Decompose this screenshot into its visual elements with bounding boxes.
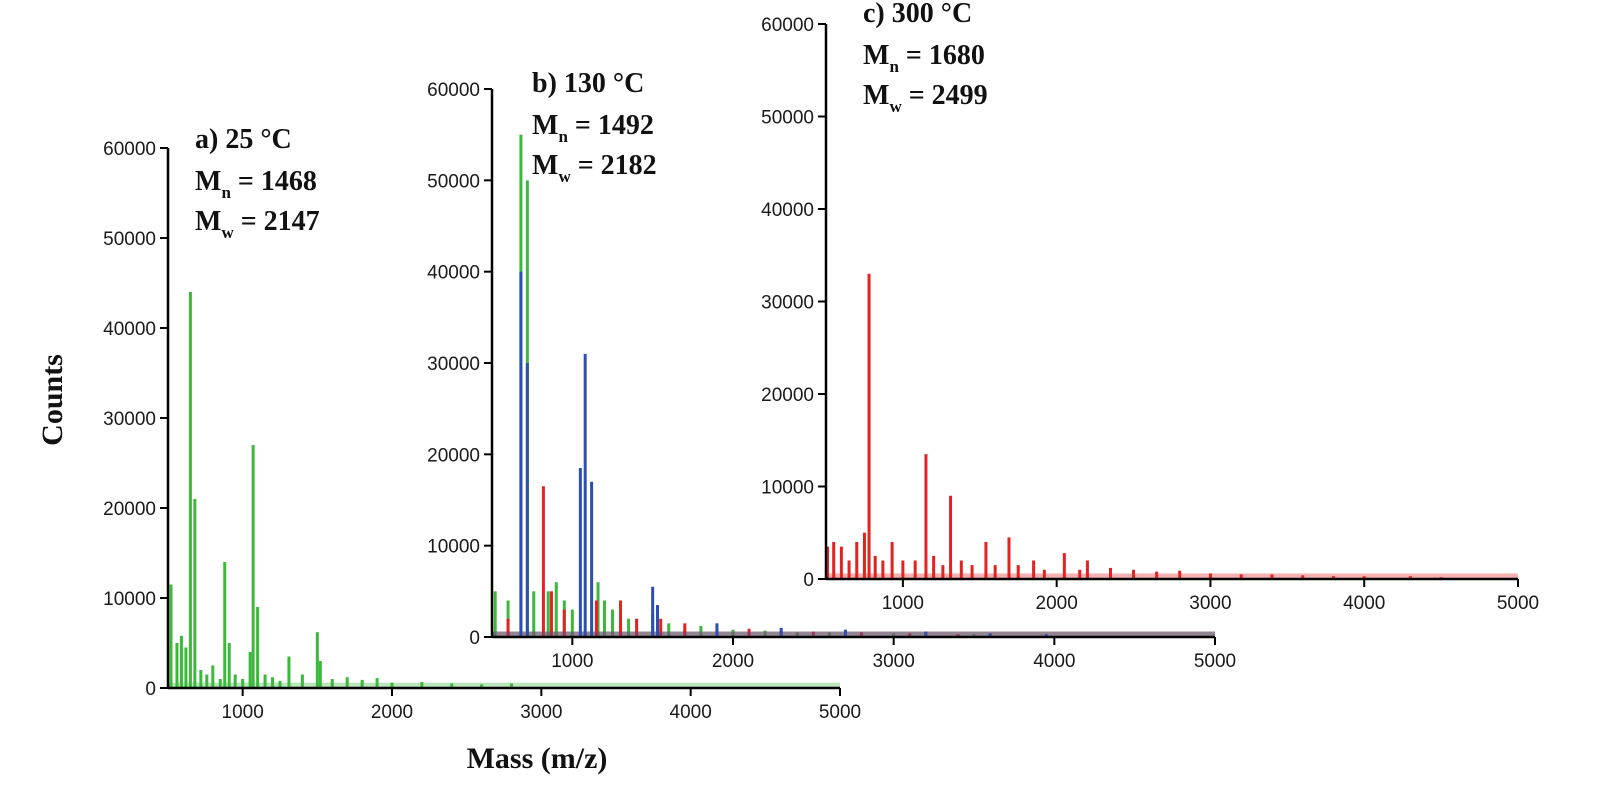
y-tick-label: 0 xyxy=(469,628,480,649)
baseline-noise xyxy=(492,631,1215,637)
y-tick-label: 20000 xyxy=(427,445,480,466)
x-tick-label: 3000 xyxy=(520,702,562,723)
y-tick-label: 10000 xyxy=(761,478,814,499)
panel-background xyxy=(731,0,1538,624)
y-tick-label: 30000 xyxy=(103,409,156,430)
molecular-weight-stat: Mw = 2147 xyxy=(195,206,320,242)
baseline-noise xyxy=(826,573,1518,579)
baseline-noise xyxy=(492,631,1215,637)
x-tick-label: 4000 xyxy=(1343,593,1385,614)
x-tick-label: 1000 xyxy=(882,593,924,614)
baseline-noise xyxy=(492,631,1215,637)
x-tick-label: 2000 xyxy=(712,651,754,672)
panel-c: 0 10000 20000 30000 40000 50000 60000 1000 2000 3… xyxy=(731,0,1539,624)
y-tick-label: 30000 xyxy=(761,293,814,314)
x-tick-label: 5000 xyxy=(1194,651,1236,672)
x-tick-label: 3000 xyxy=(1189,593,1231,614)
molecular-weight-stat: Mn = 1492 xyxy=(532,110,654,146)
y-axis-title: Counts xyxy=(36,354,69,446)
y-tick-label: 50000 xyxy=(761,108,814,129)
y-tick-label: 40000 xyxy=(427,263,480,284)
y-tick-label: 20000 xyxy=(761,385,814,406)
molecular-weight-stat: Mw = 2182 xyxy=(532,150,657,186)
y-tick-label: 10000 xyxy=(427,537,480,558)
x-tick-label: 5000 xyxy=(1497,593,1539,614)
panel-title: a) 25 °C xyxy=(195,124,292,155)
y-tick-label: 50000 xyxy=(427,171,480,192)
x-tick-label: 3000 xyxy=(873,651,915,672)
molecular-weight-stat: Mn = 1680 xyxy=(863,40,985,76)
x-tick-label: 2000 xyxy=(371,702,413,723)
y-tick-label: 10000 xyxy=(103,589,156,610)
panel-title: b) 130 °C xyxy=(532,68,644,99)
x-axis-title: Mass (m/z) xyxy=(467,742,608,775)
series-0 xyxy=(826,273,1518,579)
y-tick-label: 60000 xyxy=(103,139,156,160)
y-tick-label: 0 xyxy=(145,679,156,700)
x-tick-label: 4000 xyxy=(670,702,712,723)
y-tick-label: 30000 xyxy=(427,354,480,375)
y-tick-label: 40000 xyxy=(761,200,814,221)
y-tick-label: 20000 xyxy=(103,499,156,520)
y-tick-label: 60000 xyxy=(427,80,480,101)
y-tick-label: 40000 xyxy=(103,319,156,340)
x-tick-label: 1000 xyxy=(551,651,593,672)
molecular-weight-stat: Mn = 1468 xyxy=(195,166,317,202)
molecular-weight-stat: Mw = 2499 xyxy=(863,80,988,116)
x-tick-label: 5000 xyxy=(819,702,861,723)
x-tick-label: 4000 xyxy=(1033,651,1075,672)
panel-title: c) 300 °C xyxy=(863,0,972,29)
x-tick-label: 1000 xyxy=(222,702,264,723)
x-tick-label: 2000 xyxy=(1036,593,1078,614)
y-tick-label: 60000 xyxy=(761,15,814,36)
y-tick-label: 50000 xyxy=(103,229,156,250)
y-tick-label: 0 xyxy=(803,570,814,591)
series-0 xyxy=(168,292,840,688)
baseline-noise xyxy=(168,682,840,688)
